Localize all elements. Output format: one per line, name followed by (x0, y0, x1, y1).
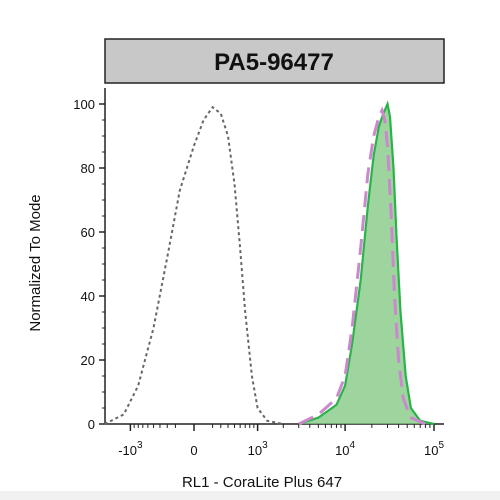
y-axis-title: Normalized To Mode (27, 194, 44, 331)
x-tick-label: -103 (118, 440, 143, 458)
y-tick-label: 20 (81, 353, 95, 368)
footer-strip (0, 491, 500, 500)
series-filled-area (298, 104, 434, 424)
chart-title: PA5-96477 (214, 49, 334, 76)
y-tick-label: 100 (73, 97, 95, 112)
x-tick-label: 0 (190, 443, 197, 458)
series-layer (104, 100, 435, 426)
y-tick-label: 60 (81, 225, 95, 240)
x-tick-label: 104 (335, 440, 355, 458)
x-tick-label: 105 (424, 440, 444, 458)
y-ticks: 0 20 40 60 80 100 (73, 97, 105, 432)
y-tick-label: 80 (81, 161, 95, 176)
x-tick-label: 103 (248, 440, 268, 458)
x-axis-title: RL1 - CoraLite Plus 647 (182, 474, 342, 491)
title-bar (104, 38, 445, 84)
series-dotted-line (104, 105, 284, 425)
y-tick-label: 40 (81, 289, 95, 304)
x-ticks: -103 0 103 104 105 (118, 424, 444, 458)
y-tick-label: 0 (88, 417, 95, 432)
